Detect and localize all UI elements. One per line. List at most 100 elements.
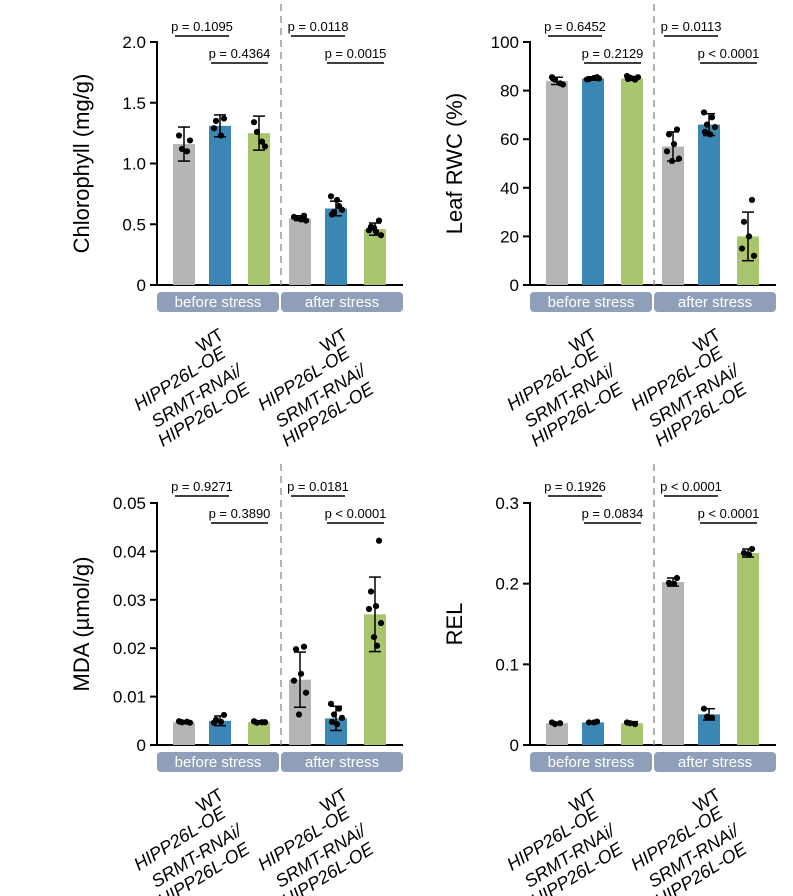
bar — [698, 714, 720, 745]
data-point — [590, 719, 598, 726]
y-tick-label: 0.05 — [113, 494, 146, 513]
data-point — [740, 549, 748, 557]
group-label: before stress — [175, 294, 262, 311]
bar — [325, 718, 347, 745]
group-box — [530, 292, 652, 312]
bar — [173, 144, 195, 285]
data-point — [217, 132, 225, 139]
data-point — [175, 132, 183, 139]
bar — [582, 78, 604, 285]
p-value-label: p = 0.0181 — [287, 479, 349, 494]
data-point — [183, 148, 191, 155]
group-box — [157, 752, 279, 772]
data-point — [631, 720, 639, 728]
data-point — [327, 193, 335, 200]
data-point — [302, 217, 310, 224]
chart-panel-bottom-left: 0 0.01 0.02 0.03 0.04 0.05 MDA (µmol/g) p = 0.9… — [69, 464, 403, 896]
data-point — [711, 123, 719, 131]
bar — [698, 124, 720, 286]
bar — [546, 80, 568, 285]
p-value-label: p = 0.0118 — [288, 19, 349, 34]
data-point — [186, 719, 194, 726]
y-tick-label: 0.5 — [122, 215, 146, 234]
data-point — [626, 720, 634, 727]
data-point — [365, 605, 373, 613]
data-point — [212, 117, 220, 125]
p-value-label: p = 0.0015 — [325, 46, 387, 61]
bar — [209, 125, 231, 286]
data-point — [708, 114, 716, 121]
group-box — [654, 752, 776, 772]
y-tick-label: 20 — [500, 227, 519, 246]
data-point — [328, 718, 336, 725]
data-point — [338, 206, 346, 213]
data-point — [178, 145, 186, 153]
bar — [582, 722, 604, 745]
data-point — [703, 121, 711, 128]
bar — [364, 229, 386, 285]
y-axis-title: Chlorophyll (mg/g) — [69, 74, 94, 254]
data-point — [670, 140, 678, 148]
data-point — [377, 619, 385, 627]
group-box — [157, 292, 279, 312]
y-tick-label: 100 — [491, 33, 519, 52]
p-value-label: p = 0.4364 — [209, 46, 271, 61]
y-tick-label: 0 — [510, 276, 519, 295]
data-point — [708, 714, 716, 721]
data-point — [585, 719, 593, 726]
y-tick-label: 0.2 — [495, 575, 519, 594]
data-point — [748, 196, 756, 204]
data-point — [745, 233, 753, 240]
chart-panel-bottom-right: 0 0.1 0.2 0.3 REL p = 0.1926 p = 0.0834 p < 0.0… — [442, 464, 776, 896]
data-point — [330, 711, 338, 718]
data-point — [700, 705, 708, 712]
y-tick-label: 80 — [500, 82, 519, 101]
bar — [289, 218, 311, 285]
chart-panel-top-right: 0 20 40 60 80 100 Leaf RWC (%) p = 0.6452 p = 0.… — [442, 4, 776, 451]
p-value-label: p = 0.2129 — [582, 46, 644, 61]
data-point — [375, 217, 383, 224]
data-point — [297, 670, 305, 677]
data-point — [370, 224, 378, 231]
data-point — [250, 119, 258, 126]
p-value-label: p < 0.0001 — [325, 506, 387, 521]
bar — [325, 208, 347, 285]
group-box — [281, 292, 403, 312]
bar — [364, 614, 386, 745]
p-value-label: p < 0.0001 — [698, 506, 760, 521]
data-point — [258, 138, 266, 145]
group-label: after stress — [305, 754, 379, 771]
data-point — [665, 579, 673, 586]
p-value-label: p = 0.0113 — [661, 19, 722, 34]
bar — [737, 553, 759, 745]
y-tick-label: 0.01 — [113, 688, 146, 707]
data-point — [253, 128, 261, 136]
p-value-label: p < 0.0001 — [698, 46, 760, 61]
data-point — [738, 245, 746, 252]
data-point — [624, 75, 632, 83]
y-tick-label: 60 — [500, 130, 519, 149]
data-point — [290, 213, 298, 221]
data-point — [220, 711, 228, 719]
y-tick-label: 2.0 — [122, 33, 146, 52]
data-point — [595, 75, 603, 82]
group-box — [530, 752, 652, 772]
data-point — [673, 574, 681, 582]
group-label: before stress — [548, 754, 635, 771]
group-label: after stress — [305, 294, 379, 311]
group-label: after stress — [678, 294, 752, 311]
bar — [209, 720, 231, 745]
data-point — [634, 74, 642, 81]
data-point — [328, 211, 336, 218]
data-point — [668, 157, 676, 165]
bar — [621, 723, 643, 745]
y-axis-title: REL — [442, 603, 467, 646]
y-tick-label: 0.03 — [113, 591, 146, 610]
group-label: before stress — [175, 754, 262, 771]
bar — [662, 146, 684, 285]
data-point — [372, 602, 380, 610]
data-point — [370, 633, 378, 641]
y-axis-title: MDA (µmol/g) — [69, 557, 94, 692]
data-point — [210, 125, 218, 132]
